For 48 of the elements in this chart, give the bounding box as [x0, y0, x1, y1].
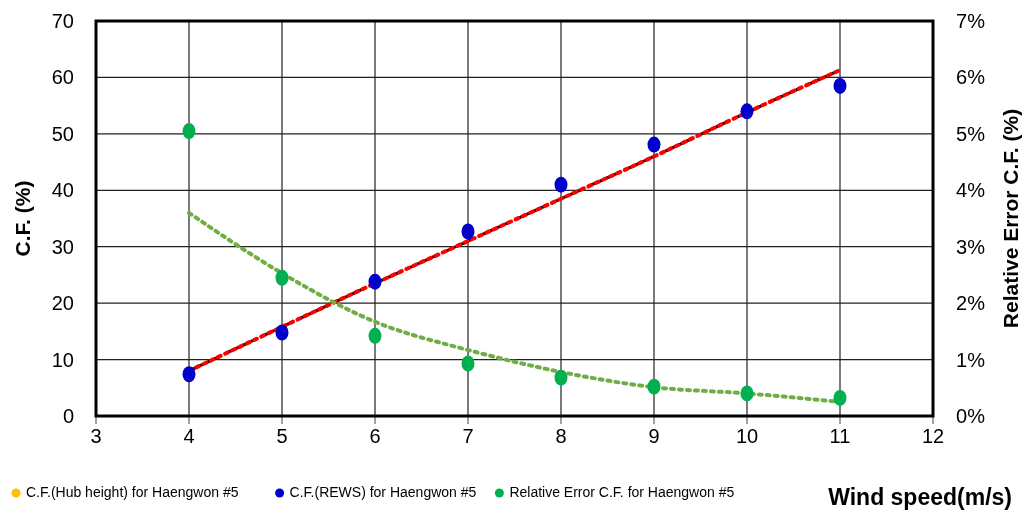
legend-label: C.F.(REWS) for Haengwon #5 — [289, 484, 477, 500]
point — [182, 123, 196, 140]
point — [554, 176, 568, 193]
y-tick-label: 0 — [62, 405, 74, 427]
y2-tick-label: 0% — [956, 405, 986, 427]
y2-tick-label: 2% — [956, 292, 986, 315]
legend-label: C.F.(Hub height) for Haengwon #5 — [26, 484, 239, 500]
y2-tick-label: 6% — [956, 66, 986, 89]
x-tick-label: 10 — [735, 425, 759, 447]
y2-tick-label: 1% — [956, 348, 986, 371]
x-tick-label: 7 — [462, 425, 474, 447]
point — [461, 355, 475, 372]
point — [647, 378, 661, 395]
point — [833, 389, 847, 406]
y-tick-label: 30 — [51, 235, 74, 258]
point — [740, 385, 754, 402]
x-axis-title: Wind speed(m/s) — [828, 484, 1012, 510]
y-tick-label: 40 — [51, 179, 74, 202]
y2-axis-title: Relative Error C.F. (%) — [999, 108, 1022, 329]
point — [275, 269, 289, 286]
y-tick-label: 50 — [51, 122, 74, 145]
y2-tick-label: 5% — [956, 122, 986, 145]
x-tick-label: 3 — [90, 425, 102, 447]
y-tick-label: 10 — [51, 348, 74, 371]
y2-tick-label: 7% — [956, 10, 986, 32]
legend-label: Relative Error C.F. for Haengwon #5 — [509, 484, 735, 500]
y-tick-label: 20 — [51, 292, 74, 315]
point — [275, 324, 289, 341]
x-tick-label: 11 — [829, 425, 851, 447]
x-tick-label: 5 — [276, 425, 288, 447]
point — [368, 273, 382, 290]
point — [182, 366, 196, 383]
x-tick-label: 12 — [921, 425, 945, 447]
y2-tick-label: 3% — [956, 235, 986, 258]
x-tick-label: 4 — [183, 425, 195, 447]
point — [647, 136, 661, 153]
point — [368, 327, 382, 344]
point — [740, 103, 754, 120]
y-tick-label: 70 — [51, 10, 74, 32]
y-tick-label: 60 — [51, 66, 74, 89]
y-axis-title: C.F. (%) — [11, 180, 34, 257]
y2-tick-label: 4% — [956, 179, 986, 202]
x-tick-label: 9 — [648, 425, 660, 447]
point — [833, 77, 847, 94]
x-tick-label: 8 — [555, 425, 567, 447]
point — [461, 223, 475, 240]
x-tick-label: 6 — [369, 425, 381, 447]
point — [554, 369, 568, 386]
